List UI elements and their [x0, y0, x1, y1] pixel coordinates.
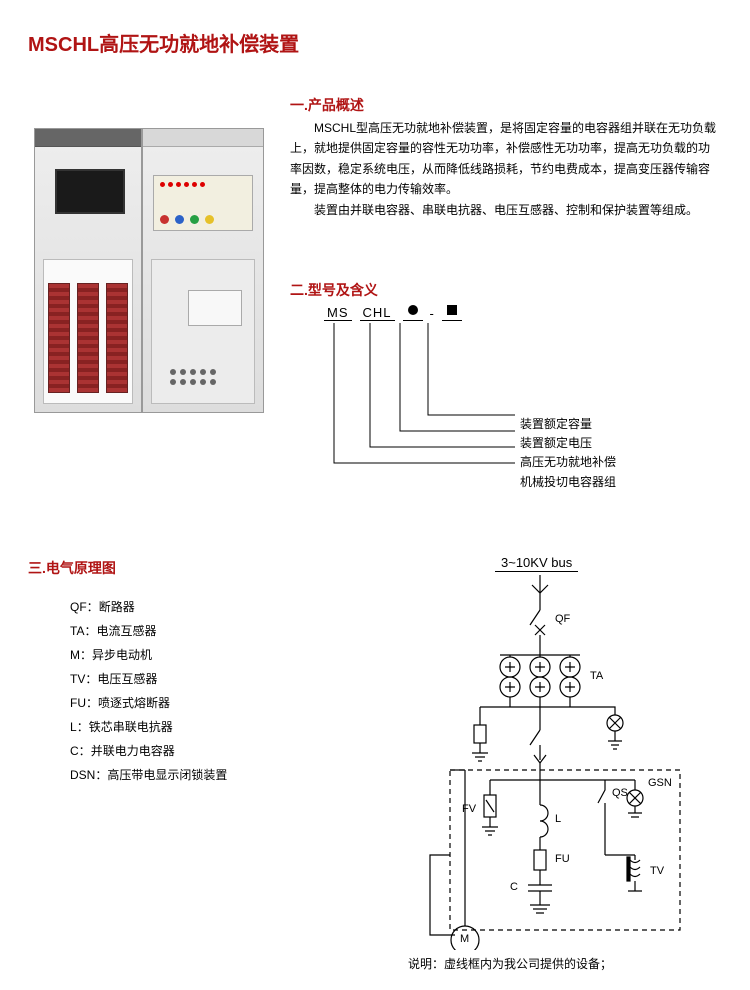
bus-label: 3~10KV bus: [495, 555, 578, 572]
cabinet-left-header: [35, 129, 141, 147]
model-sq: [442, 305, 462, 321]
cabinet-left-inner: [43, 259, 133, 404]
sch-qf: QF: [555, 613, 570, 625]
legend-item: M：异步电动机: [70, 643, 227, 667]
coil: [48, 283, 70, 393]
page-title: MSCHL高压无功就地补偿装置: [28, 28, 299, 57]
section3-heading: 三.电气原理图: [28, 558, 116, 578]
cabinet-right-header: [143, 129, 263, 147]
panel-btn: [190, 215, 199, 224]
legend-item: L：铁芯串联电抗器: [70, 715, 227, 739]
panel-btn: [160, 215, 169, 224]
cabinet-window: [188, 290, 242, 326]
model-g2: CHL: [360, 305, 395, 321]
legend-item: C：并联电力电容器: [70, 739, 227, 763]
sch-ta: TA: [590, 670, 603, 682]
model-code: MS CHL -: [320, 305, 466, 321]
sch-tv: TV: [650, 865, 664, 877]
legend-item: DSN：高压带电显示闭锁装置: [70, 763, 227, 787]
sch-fv: FV: [462, 803, 476, 815]
model-g1: MS: [324, 305, 352, 321]
panel-leds: [160, 182, 205, 187]
section1-para2: 装置由并联电容器、串联电抗器、电压互感器、控制和保护装置等组成。: [290, 200, 720, 220]
cabinet-left: [34, 128, 142, 413]
sch-m: M: [460, 933, 469, 945]
legend-list: QF：断路器 TA：电流互感器 M：异步电动机 TV：电压互感器 FU：喷逐式熔…: [70, 595, 227, 787]
cabinet-panel: [153, 175, 253, 231]
section1-body: MSCHL型高压无功就地补偿装置，是将固定容量的电容器组并联在无功负载上，就地提…: [290, 118, 720, 220]
product-image: [34, 128, 264, 413]
section1-para1: MSCHL型高压无功就地补偿装置，是将固定容量的电容器组并联在无功负载上，就地提…: [290, 118, 720, 200]
model-dot: [403, 305, 423, 321]
panel-buttons: [160, 215, 214, 224]
model-label: 装置额定容量: [520, 415, 616, 434]
panel-btn: [205, 215, 214, 224]
model-label: 高压无功就地补偿: [520, 453, 616, 472]
model-dash: -: [427, 306, 438, 321]
section2-heading: 二.型号及含义: [290, 280, 378, 300]
model-diagram: MS CHL - 装置额定容量 装置额定电压 高压无功就地补偿 机械投切电容器组: [320, 305, 680, 495]
schematic-svg: [380, 555, 700, 950]
model-label: 装置额定电压: [520, 434, 616, 453]
sch-qs: QS: [612, 787, 628, 799]
model-labels: 装置额定容量 装置额定电压 高压无功就地补偿 机械投切电容器组: [520, 415, 616, 492]
legend-item: TV：电压互感器: [70, 667, 227, 691]
legend-item: QF：断路器: [70, 595, 227, 619]
legend-item: FU：喷逐式熔断器: [70, 691, 227, 715]
section1-heading: 一.产品概述: [290, 95, 364, 115]
panel-btn: [175, 215, 184, 224]
sch-l: L: [555, 813, 561, 825]
cabinet-right-inner: [151, 259, 255, 404]
sch-c: C: [510, 881, 518, 893]
coil: [77, 283, 99, 393]
cabinet-right: [142, 128, 264, 413]
footnote: 说明：虚线框内为我公司提供的设备；: [408, 955, 612, 972]
sch-fu: FU: [555, 853, 570, 865]
model-label: 机械投切电容器组: [520, 473, 616, 492]
coil: [106, 283, 128, 393]
sch-gsn: GSN: [648, 777, 672, 789]
schematic: 3~10KV bus: [380, 555, 700, 950]
cabinet-vents: [170, 369, 216, 385]
legend-item: TA：电流互感器: [70, 619, 227, 643]
cabinet-screen: [55, 169, 125, 214]
